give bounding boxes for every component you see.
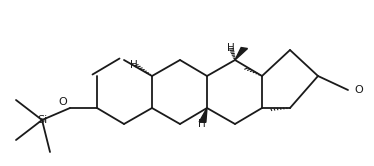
Text: Si: Si [37, 115, 47, 125]
Text: O: O [58, 97, 67, 107]
Polygon shape [235, 47, 248, 60]
Text: H: H [197, 119, 205, 129]
Text: H: H [227, 43, 234, 53]
Text: H: H [130, 60, 138, 70]
Text: O: O [354, 85, 363, 95]
Polygon shape [199, 108, 207, 122]
